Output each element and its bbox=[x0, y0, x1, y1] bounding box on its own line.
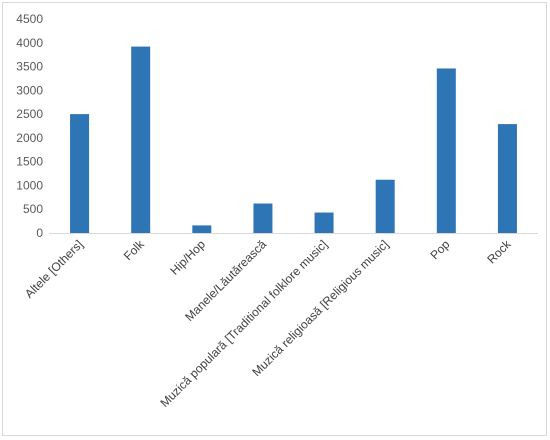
bar bbox=[436, 68, 456, 233]
y-tick-label: 0 bbox=[36, 226, 43, 240]
bars bbox=[70, 46, 517, 234]
y-tick-label: 4500 bbox=[16, 12, 43, 26]
bar bbox=[192, 225, 212, 233]
chart-frame bbox=[2, 2, 547, 436]
bar bbox=[314, 212, 334, 233]
y-tick-label: 2000 bbox=[16, 131, 43, 145]
y-tick-label: 4000 bbox=[16, 36, 43, 50]
x-tick-label: Folk bbox=[121, 237, 148, 264]
y-tick-label: 1500 bbox=[16, 155, 43, 169]
bar bbox=[70, 114, 90, 233]
y-tick-label: 1000 bbox=[16, 178, 43, 192]
y-axis: 0 500 1000 1500 2000 2500 3000 3500 4000 4500 bbox=[16, 12, 43, 240]
y-tick-label: 3000 bbox=[16, 83, 43, 97]
x-tick-label: Altele [Others] bbox=[22, 237, 86, 301]
y-tick-label: 500 bbox=[23, 202, 43, 216]
bar bbox=[497, 124, 517, 233]
x-axis-labels: Altele [Others] Folk Hip/HopManele/Lăutăre… bbox=[22, 237, 514, 410]
y-tick-label: 2500 bbox=[16, 107, 43, 121]
x-tick-label: Rock bbox=[484, 237, 514, 267]
y-tick-label: 3500 bbox=[16, 60, 43, 74]
bar bbox=[131, 46, 151, 234]
bar bbox=[253, 203, 273, 233]
x-tick-label: Pop bbox=[427, 237, 452, 262]
x-tick-label: Hip/Hop bbox=[167, 237, 208, 278]
bar bbox=[375, 179, 395, 233]
x-tick-label: Muzică religioasă [Religious music] bbox=[249, 237, 391, 379]
